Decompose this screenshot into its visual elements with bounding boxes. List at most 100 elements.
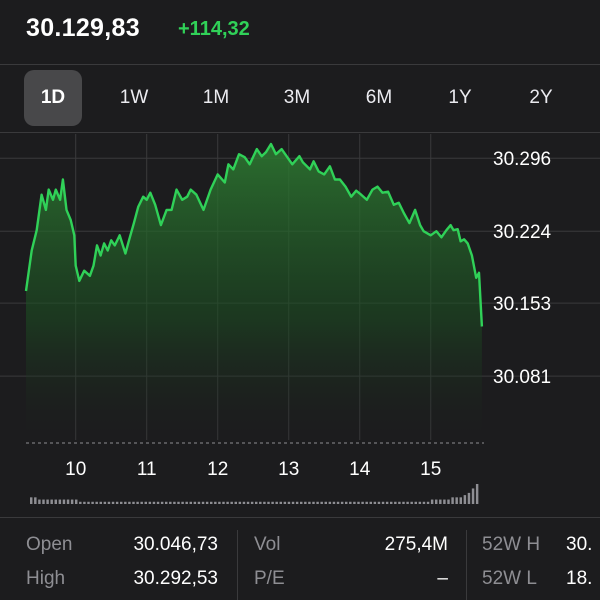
stats-separator-1 bbox=[237, 530, 238, 600]
volume-bar bbox=[83, 501, 86, 504]
volume-bar bbox=[210, 501, 213, 504]
pe-label: P/E bbox=[254, 568, 285, 589]
range-tabs: 1D 1W 1M 3M 6M 1Y 2Y bbox=[0, 66, 600, 130]
volume-bar bbox=[373, 501, 377, 504]
volume-bar bbox=[475, 484, 479, 504]
tab-1m[interactable]: 1M bbox=[202, 87, 230, 108]
stats-separator-2 bbox=[466, 530, 467, 600]
volume-bar bbox=[340, 501, 344, 504]
volume-bar bbox=[189, 501, 192, 504]
tab-6m[interactable]: 6M bbox=[365, 87, 393, 108]
volume-bar bbox=[459, 497, 462, 504]
volume-bar bbox=[279, 501, 282, 504]
y-tick-label: 30.224 bbox=[493, 222, 552, 243]
volume-bar bbox=[222, 501, 225, 504]
volume-bar bbox=[160, 501, 164, 504]
high-label: High bbox=[26, 568, 66, 589]
volume-bar bbox=[259, 501, 262, 504]
volume-bar bbox=[394, 501, 397, 504]
volume-bar bbox=[75, 499, 78, 504]
price-chart[interactable]: 30.296 30.224 30.153 30.081 10 11 12 13 14 15 bbox=[0, 134, 600, 480]
volume-bar bbox=[156, 501, 160, 504]
volume-bar bbox=[87, 501, 90, 504]
vol-value: 275,4M bbox=[384, 534, 448, 555]
volume-bar bbox=[205, 501, 209, 504]
volume-bar bbox=[422, 501, 426, 504]
52w-high-label: 52W H bbox=[482, 534, 541, 555]
volume-bar bbox=[287, 501, 291, 504]
volume-bar bbox=[58, 499, 62, 504]
volume-bar bbox=[193, 501, 197, 504]
volume-bar bbox=[316, 501, 319, 504]
volume-bar bbox=[353, 501, 356, 504]
volume-bar bbox=[463, 495, 467, 504]
volume-bar bbox=[361, 501, 364, 504]
volume-bar bbox=[214, 501, 217, 504]
volume-bar bbox=[79, 501, 82, 504]
volume-bar bbox=[242, 501, 246, 504]
volume-bar bbox=[349, 501, 352, 504]
volume-bar bbox=[136, 501, 139, 504]
stats-divider bbox=[0, 517, 600, 518]
volume-bar bbox=[107, 501, 111, 504]
volume-bar bbox=[124, 501, 127, 504]
volume-bar bbox=[345, 501, 348, 504]
volume-bar bbox=[95, 501, 98, 504]
tab-2y[interactable]: 2Y bbox=[529, 87, 553, 108]
pe-value: – bbox=[437, 568, 448, 589]
volume-bar bbox=[381, 501, 385, 504]
volume-bar bbox=[50, 499, 53, 504]
stats-panel: Open 30.046,73 High 30.292,53 Vol 275,4M… bbox=[0, 520, 600, 600]
tab-1w[interactable]: 1W bbox=[119, 87, 149, 108]
tab-3m[interactable]: 3M bbox=[283, 87, 311, 108]
y-tick-label: 30.296 bbox=[493, 149, 551, 170]
volume-bar bbox=[148, 501, 152, 504]
tab-1y[interactable]: 1Y bbox=[448, 87, 472, 108]
volume-bar bbox=[455, 497, 458, 504]
volume-bar bbox=[435, 499, 438, 504]
volume-bar bbox=[34, 497, 37, 504]
x-tick-label: 15 bbox=[420, 459, 441, 480]
volume-bar bbox=[271, 501, 274, 504]
vol-label: Vol bbox=[254, 534, 281, 555]
volume-bar bbox=[369, 501, 372, 504]
volume-bar bbox=[275, 501, 278, 504]
volume-bar bbox=[283, 501, 287, 504]
volume-bar bbox=[365, 501, 368, 504]
high-value: 30.292,53 bbox=[133, 568, 218, 589]
volume-bar bbox=[291, 501, 295, 504]
x-tick-label: 13 bbox=[278, 459, 299, 480]
x-tick-label: 10 bbox=[65, 459, 86, 480]
volume-bar bbox=[308, 501, 311, 504]
volume-bar bbox=[410, 501, 413, 504]
volume-bar bbox=[430, 499, 434, 504]
volume-bar bbox=[267, 501, 270, 504]
volume-bar bbox=[62, 499, 66, 504]
volume-bar bbox=[443, 499, 446, 504]
volume-bar bbox=[128, 501, 131, 504]
open-label: Open bbox=[26, 534, 73, 555]
open-value: 30.046,73 bbox=[133, 534, 218, 555]
volume-bar bbox=[414, 501, 417, 504]
volume-bar bbox=[70, 499, 74, 504]
volume-bar bbox=[42, 499, 45, 504]
volume-bar bbox=[66, 499, 70, 504]
x-tick-label: 11 bbox=[137, 459, 157, 480]
volume-bar bbox=[173, 501, 176, 504]
tab-1d[interactable]: 1D bbox=[24, 70, 82, 126]
volume-bar bbox=[385, 501, 389, 504]
price-chart-svg[interactable]: 30.296 30.224 30.153 30.081 10 11 12 13 14 15 bbox=[0, 134, 600, 480]
52w-low-label: 52W L bbox=[482, 568, 537, 589]
volume-bar bbox=[439, 499, 442, 504]
volume-bar bbox=[398, 501, 401, 504]
x-tick-label: 14 bbox=[349, 459, 371, 480]
volume-bar bbox=[324, 501, 327, 504]
volume-bar bbox=[54, 499, 57, 504]
price-change: +114,32 bbox=[178, 18, 250, 40]
volume-bar bbox=[38, 499, 41, 504]
volume-bar bbox=[332, 501, 336, 504]
current-price: 30.129,83 bbox=[26, 14, 140, 42]
volume-bar bbox=[300, 501, 303, 504]
volume-bar bbox=[144, 501, 147, 504]
volume-bar bbox=[30, 497, 33, 504]
